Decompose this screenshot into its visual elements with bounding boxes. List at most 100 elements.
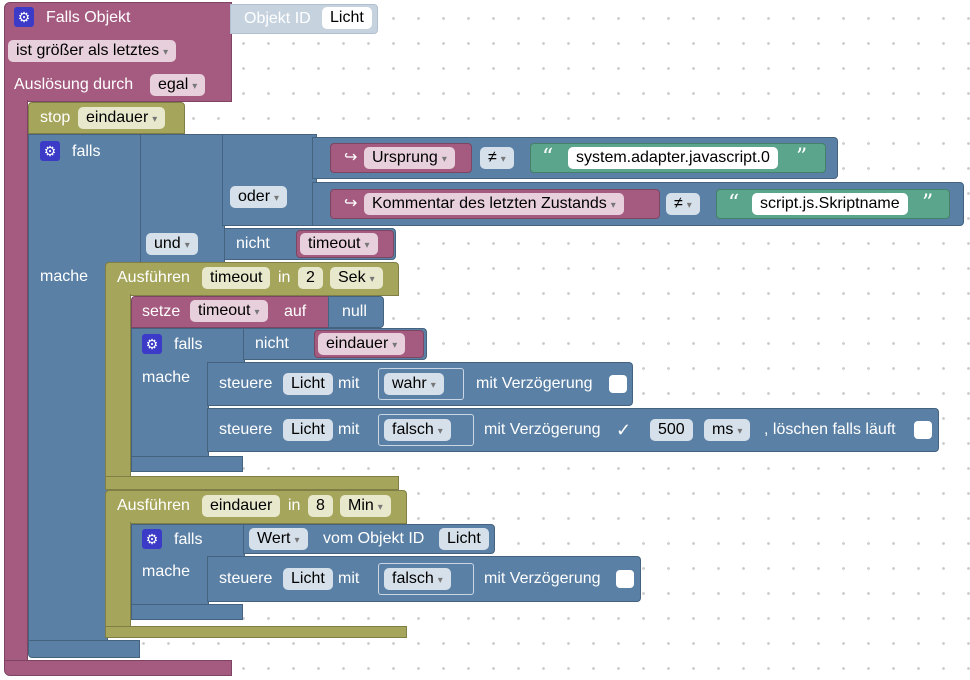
eindauer-var-dropdown[interactable]: eindauer ▾: [318, 333, 406, 355]
stop-dropdown[interactable]: eindauer ▾: [78, 107, 166, 129]
ctrl1-delay-label: mit Verzögerung: [476, 375, 593, 392]
value-dropdown[interactable]: Wert ▾: [249, 528, 308, 550]
ctrl1-value-dropdown[interactable]: wahr ▾: [384, 373, 444, 395]
timer1-unit-dropdown[interactable]: Sek ▾: [330, 267, 383, 289]
gear-icon[interactable]: ⚙: [40, 141, 60, 161]
timer2-number[interactable]: 8: [308, 495, 333, 517]
dropdown-arrow-icon: ▾: [192, 81, 198, 92]
object-id-label: Objekt ID: [244, 10, 311, 27]
origin-dropdown[interactable]: Ursprung ▾: [364, 147, 455, 169]
set-var-dropdown[interactable]: timeout ▾: [190, 300, 268, 322]
if-condition-or-block[interactable]: [222, 134, 317, 226]
ctrl2-ms-unit-value: ms: [712, 421, 734, 438]
timer-block-2-spine: [105, 522, 131, 630]
ctrl3-steuere-label: steuere: [219, 570, 273, 587]
return-arrow-icon: ↪: [344, 195, 358, 212]
ctrl1-object[interactable]: Licht: [283, 373, 333, 395]
ctrl2-delay-check-icon[interactable]: ✓: [616, 420, 632, 440]
comment-dropdown[interactable]: Kommentar des letzten Zustands ▾: [364, 193, 624, 215]
and-value: und: [154, 235, 181, 252]
open-quote-icon: “: [728, 191, 740, 216]
gear-icon[interactable]: ⚙: [142, 529, 162, 549]
trigger-by-dropdown[interactable]: egal ▾: [150, 74, 206, 96]
dropdown-arrow-icon: ▾: [610, 200, 616, 211]
operator-value-2: ≠: [674, 195, 683, 212]
value-dropdown-value: Wert: [257, 530, 291, 547]
set-label: setze: [142, 303, 181, 320]
ctrl2-delay-label: mit Verzögerung: [484, 421, 601, 438]
timer1-number[interactable]: 2: [298, 267, 323, 289]
ctrl2-clear-checkbox[interactable]: [914, 421, 932, 439]
text-value-1[interactable]: system.adapter.javascript.0: [568, 147, 778, 169]
trigger-compare-dropdown[interactable]: ist größer als letztes ▾: [8, 40, 177, 62]
timer2-label: Ausführen: [117, 497, 190, 514]
ctrl2-object[interactable]: Licht: [283, 419, 333, 441]
trigger-title: Falls Objekt: [46, 9, 131, 26]
ctrl1-mit-label: mit: [338, 375, 360, 392]
if-block-footer: [28, 640, 140, 658]
set-to-label: auf: [284, 303, 307, 320]
close-quote-icon: ”: [796, 145, 808, 170]
if-block-inner-1-footer: [131, 456, 243, 472]
trigger-block-footer: [4, 660, 232, 676]
operator-dropdown-2[interactable]: ≠ ▾: [666, 193, 700, 215]
object-id-value[interactable]: Licht: [322, 7, 372, 29]
ctrl1-value: wahr: [392, 375, 427, 392]
timer1-in-label: in: [278, 269, 291, 286]
if-falls-label: falls: [72, 143, 101, 160]
ctrl2-value-dropdown[interactable]: falsch ▾: [384, 419, 451, 441]
timer1-label: Ausführen: [117, 269, 190, 286]
ctrl2-value-socket: [378, 414, 474, 446]
null-block[interactable]: [328, 296, 384, 328]
not-label-1: nicht: [236, 235, 270, 252]
dropdown-arrow-icon: ▾: [152, 114, 158, 125]
ctrl3-mit-label: mit: [338, 570, 360, 587]
ctrl2-ms-unit-dropdown[interactable]: ms ▾: [704, 419, 751, 441]
ctrl3-delay-label: mit Verzögerung: [484, 570, 601, 587]
gear-icon[interactable]: ⚙: [142, 334, 162, 354]
ctrl3-object[interactable]: Licht: [283, 568, 333, 590]
ctrl1-delay-checkbox[interactable]: [609, 375, 627, 393]
ctrl3-delay-checkbox[interactable]: [616, 570, 634, 588]
if-block-inner-2-spine: [131, 556, 209, 608]
dropdown-arrow-icon: ▾: [369, 274, 375, 285]
ctrl2-steuere-label: steuere: [219, 421, 273, 438]
comment-value: Kommentar des letzten Zustands: [372, 195, 607, 212]
inner2-mache-label: mache: [142, 563, 191, 580]
dropdown-arrow-icon: ▾: [163, 47, 169, 58]
ctrl2-ms-value[interactable]: 500: [650, 419, 693, 441]
not-label-2: nicht: [255, 335, 289, 352]
close-quote-icon: ”: [922, 191, 934, 216]
trigger-by-label: Auslösung durch: [14, 76, 134, 93]
timer1-var[interactable]: timeout: [202, 267, 271, 289]
timer2-unit-dropdown[interactable]: Min ▾: [340, 495, 391, 517]
dropdown-arrow-icon: ▾: [254, 307, 260, 318]
trigger-block-spine: [4, 100, 28, 662]
dropdown-arrow-icon: ▾: [377, 502, 383, 513]
if-block-inner-2-footer: [131, 604, 243, 620]
or-value: oder: [238, 188, 271, 205]
ctrl1-value-socket: [378, 368, 464, 400]
dropdown-arrow-icon: ▾: [441, 154, 447, 165]
if-mache-label: mache: [40, 268, 89, 285]
if-block-body-spine: [28, 262, 108, 648]
value-of-object-id[interactable]: Licht: [439, 528, 489, 550]
ctrl3-value-dropdown[interactable]: falsch ▾: [384, 568, 451, 590]
timer-block-1-footer: [105, 476, 399, 490]
timeout-var-dropdown[interactable]: timeout ▾: [300, 233, 378, 255]
timer1-unit-value: Sek: [338, 269, 366, 286]
timeout-var-value: timeout: [308, 235, 361, 252]
return-arrow-icon: ↪: [344, 149, 358, 166]
timer-block-2-footer: [105, 626, 407, 638]
origin-value: Ursprung: [372, 149, 438, 166]
or-dropdown[interactable]: oder ▾: [230, 186, 288, 208]
ctrl2-clear-label: , löschen falls läuft: [764, 421, 896, 438]
timer2-var[interactable]: eindauer: [202, 495, 281, 517]
value-of-object-label: vom Objekt ID: [323, 530, 425, 547]
operator-dropdown-1[interactable]: ≠ ▾: [480, 147, 514, 169]
timer2-unit-value: Min: [348, 497, 374, 514]
text-value-2[interactable]: script.js.Skriptname: [752, 193, 908, 215]
inner1-mache-label: mache: [142, 369, 191, 386]
gear-icon[interactable]: ⚙: [14, 7, 34, 27]
and-dropdown[interactable]: und ▾: [146, 233, 198, 255]
